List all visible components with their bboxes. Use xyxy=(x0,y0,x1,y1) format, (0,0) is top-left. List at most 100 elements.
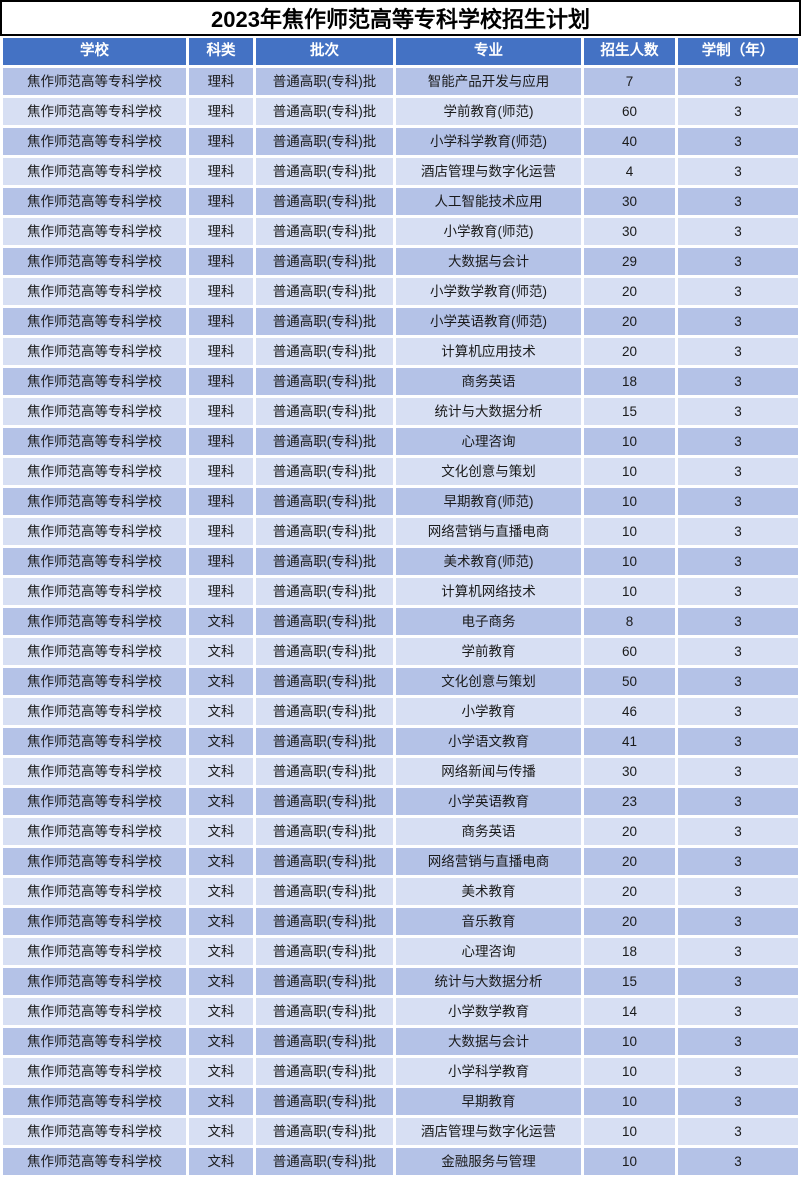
cell-years: 3 xyxy=(678,758,798,785)
cell-years: 3 xyxy=(678,218,798,245)
cell-school: 焦作师范高等专科学校 xyxy=(3,968,186,995)
cell-major: 美术教育 xyxy=(396,878,581,905)
cell-school: 焦作师范高等专科学校 xyxy=(3,308,186,335)
cell-category: 文科 xyxy=(189,1058,253,1085)
cell-major: 酒店管理与数字化运营 xyxy=(396,1118,581,1145)
table-row: 焦作师范高等专科学校 文科 普通高职(专科)批 金融服务与管理 10 3 xyxy=(3,1148,798,1175)
cell-major: 酒店管理与数字化运营 xyxy=(396,158,581,185)
cell-school: 焦作师范高等专科学校 xyxy=(3,278,186,305)
cell-category: 文科 xyxy=(189,1088,253,1115)
table-body: 焦作师范高等专科学校 理科 普通高职(专科)批 智能产品开发与应用 7 3 焦作… xyxy=(3,68,798,1175)
enrollment-table: 学校 科类 批次 专业 招生人数 学制（年） 焦作师范高等专科学校 理科 普通高… xyxy=(0,36,801,1175)
cell-category: 理科 xyxy=(189,428,253,455)
table-row: 焦作师范高等专科学校 文科 普通高职(专科)批 小学数学教育 14 3 xyxy=(3,998,798,1025)
cell-major: 心理咨询 xyxy=(396,428,581,455)
cell-school: 焦作师范高等专科学校 xyxy=(3,938,186,965)
column-header-count: 招生人数 xyxy=(584,38,675,65)
cell-count: 30 xyxy=(584,758,675,785)
cell-major: 人工智能技术应用 xyxy=(396,188,581,215)
cell-school: 焦作师范高等专科学校 xyxy=(3,698,186,725)
cell-count: 10 xyxy=(584,518,675,545)
cell-years: 3 xyxy=(678,188,798,215)
cell-major: 智能产品开发与应用 xyxy=(396,68,581,95)
cell-major: 小学教育(师范) xyxy=(396,218,581,245)
table-row: 焦作师范高等专科学校 文科 普通高职(专科)批 统计与大数据分析 15 3 xyxy=(3,968,798,995)
cell-school: 焦作师范高等专科学校 xyxy=(3,998,186,1025)
cell-years: 3 xyxy=(678,548,798,575)
cell-years: 3 xyxy=(678,728,798,755)
table-row: 焦作师范高等专科学校 文科 普通高职(专科)批 小学语文教育 41 3 xyxy=(3,728,798,755)
cell-batch: 普通高职(专科)批 xyxy=(256,998,393,1025)
cell-batch: 普通高职(专科)批 xyxy=(256,68,393,95)
column-header-major: 专业 xyxy=(396,38,581,65)
cell-category: 文科 xyxy=(189,1118,253,1145)
cell-category: 理科 xyxy=(189,308,253,335)
cell-major: 小学科学教育(师范) xyxy=(396,128,581,155)
cell-batch: 普通高职(专科)批 xyxy=(256,608,393,635)
cell-count: 10 xyxy=(584,1028,675,1055)
cell-count: 4 xyxy=(584,158,675,185)
cell-category: 文科 xyxy=(189,638,253,665)
cell-count: 15 xyxy=(584,398,675,425)
cell-category: 理科 xyxy=(189,278,253,305)
cell-count: 46 xyxy=(584,698,675,725)
table-row: 焦作师范高等专科学校 理科 普通高职(专科)批 早期教育(师范) 10 3 xyxy=(3,488,798,515)
column-header-batch: 批次 xyxy=(256,38,393,65)
cell-category: 理科 xyxy=(189,128,253,155)
cell-count: 20 xyxy=(584,878,675,905)
cell-count: 29 xyxy=(584,248,675,275)
cell-category: 理科 xyxy=(189,338,253,365)
table-row: 焦作师范高等专科学校 文科 普通高职(专科)批 网络营销与直播电商 20 3 xyxy=(3,848,798,875)
cell-count: 10 xyxy=(584,1088,675,1115)
cell-major: 小学科学教育 xyxy=(396,1058,581,1085)
cell-years: 3 xyxy=(678,248,798,275)
cell-years: 3 xyxy=(678,878,798,905)
cell-major: 小学数学教育 xyxy=(396,998,581,1025)
cell-batch: 普通高职(专科)批 xyxy=(256,938,393,965)
cell-major: 美术教育(师范) xyxy=(396,548,581,575)
cell-category: 理科 xyxy=(189,368,253,395)
cell-count: 10 xyxy=(584,1118,675,1145)
cell-count: 14 xyxy=(584,998,675,1025)
cell-batch: 普通高职(专科)批 xyxy=(256,488,393,515)
cell-count: 10 xyxy=(584,548,675,575)
cell-major: 音乐教育 xyxy=(396,908,581,935)
table-row: 焦作师范高等专科学校 文科 普通高职(专科)批 文化创意与策划 50 3 xyxy=(3,668,798,695)
cell-years: 3 xyxy=(678,818,798,845)
cell-category: 文科 xyxy=(189,728,253,755)
table-row: 焦作师范高等专科学校 理科 普通高职(专科)批 小学英语教育(师范) 20 3 xyxy=(3,308,798,335)
cell-count: 15 xyxy=(584,968,675,995)
cell-school: 焦作师范高等专科学校 xyxy=(3,248,186,275)
cell-batch: 普通高职(专科)批 xyxy=(256,548,393,575)
cell-school: 焦作师范高等专科学校 xyxy=(3,1148,186,1175)
cell-years: 3 xyxy=(678,428,798,455)
cell-years: 3 xyxy=(678,1058,798,1085)
cell-category: 文科 xyxy=(189,878,253,905)
cell-batch: 普通高职(专科)批 xyxy=(256,758,393,785)
cell-school: 焦作师范高等专科学校 xyxy=(3,428,186,455)
cell-major: 计算机网络技术 xyxy=(396,578,581,605)
cell-major: 文化创意与策划 xyxy=(396,668,581,695)
cell-major: 计算机应用技术 xyxy=(396,338,581,365)
cell-batch: 普通高职(专科)批 xyxy=(256,398,393,425)
table-header-row: 学校 科类 批次 专业 招生人数 学制（年） xyxy=(3,38,798,65)
cell-school: 焦作师范高等专科学校 xyxy=(3,458,186,485)
table-row: 焦作师范高等专科学校 理科 普通高职(专科)批 商务英语 18 3 xyxy=(3,368,798,395)
column-header-school: 学校 xyxy=(3,38,186,65)
cell-years: 3 xyxy=(678,578,798,605)
cell-years: 3 xyxy=(678,158,798,185)
cell-years: 3 xyxy=(678,788,798,815)
cell-category: 理科 xyxy=(189,458,253,485)
cell-years: 3 xyxy=(678,968,798,995)
cell-count: 8 xyxy=(584,608,675,635)
cell-years: 3 xyxy=(678,398,798,425)
cell-school: 焦作师范高等专科学校 xyxy=(3,488,186,515)
cell-count: 20 xyxy=(584,308,675,335)
cell-category: 理科 xyxy=(189,488,253,515)
cell-category: 理科 xyxy=(189,548,253,575)
cell-batch: 普通高职(专科)批 xyxy=(256,158,393,185)
cell-count: 20 xyxy=(584,338,675,365)
cell-school: 焦作师范高等专科学校 xyxy=(3,1118,186,1145)
cell-count: 10 xyxy=(584,428,675,455)
cell-school: 焦作师范高等专科学校 xyxy=(3,848,186,875)
